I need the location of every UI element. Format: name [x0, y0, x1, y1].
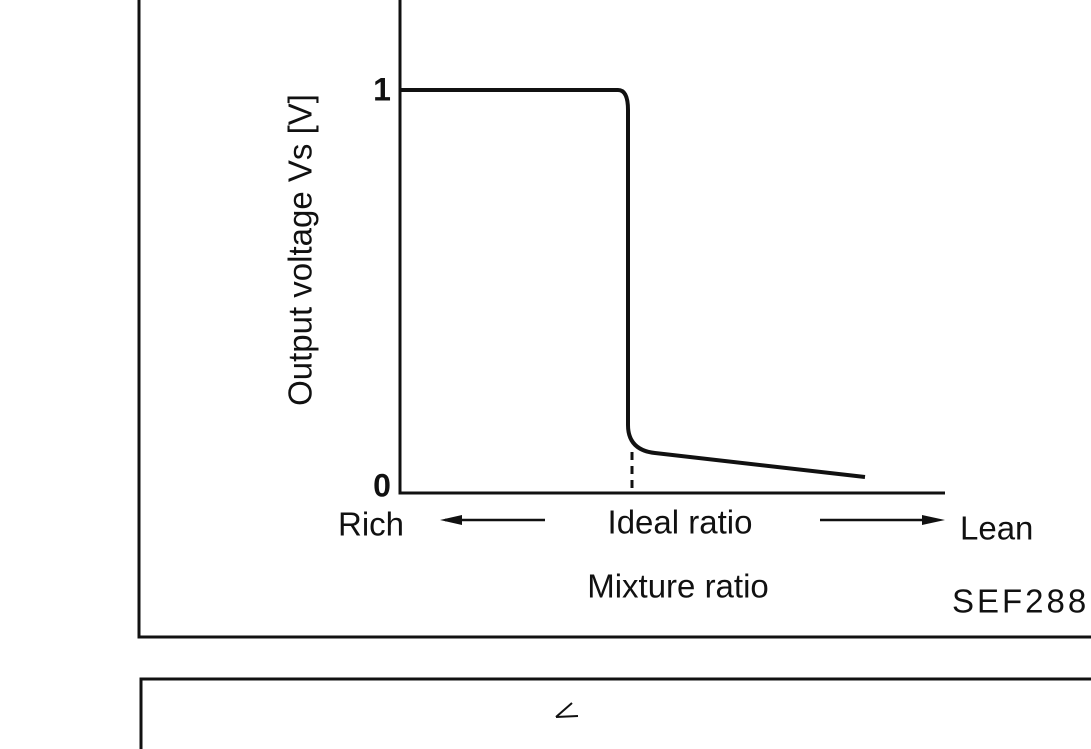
y-axis-label: Output voltage Vs [V] — [282, 94, 319, 406]
arrowhead — [922, 515, 945, 525]
x-right-label: Lean — [960, 510, 1033, 547]
voltage-curve — [400, 88, 866, 479]
x-axis-label: Mixture ratio — [587, 568, 769, 605]
figure-code: SEF288 — [952, 583, 1089, 620]
x-center-label: Ideal ratio — [608, 504, 753, 541]
fragment — [555, 702, 579, 718]
y-tick-label: 1 — [373, 71, 391, 107]
arrowhead — [440, 515, 462, 525]
axes — [398, 0, 945, 495]
frame — [139, 677, 1091, 749]
frame — [137, 0, 1091, 639]
y-tick-label: 0 — [373, 467, 391, 503]
x-left-label: Rich — [338, 506, 404, 543]
